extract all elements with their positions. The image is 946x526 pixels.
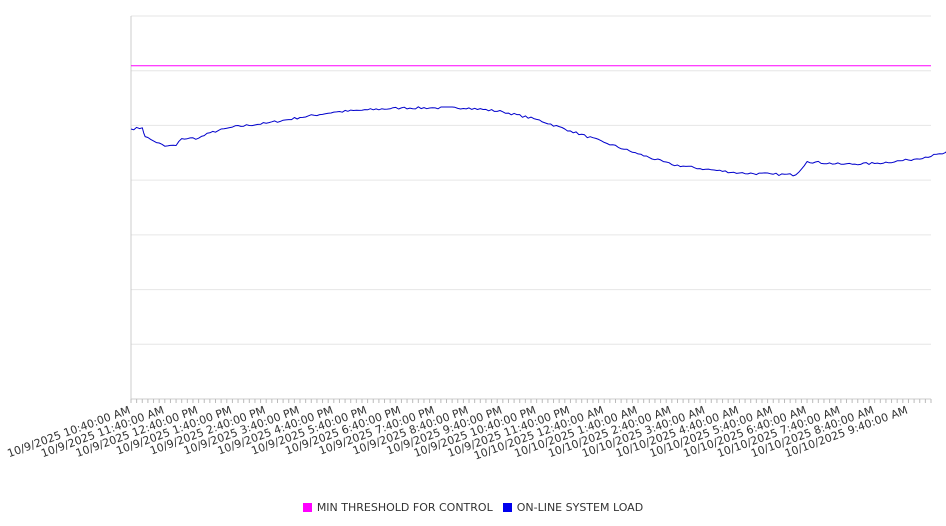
chart-legend: MIN THRESHOLD FOR CONTROL ON-LINE SYSTEM… (0, 498, 946, 516)
legend-item-min-threshold[interactable]: MIN THRESHOLD FOR CONTROL (302, 500, 493, 514)
legend-swatch-system-load (502, 502, 512, 512)
legend-label-min-threshold: MIN THRESHOLD FOR CONTROL (316, 500, 493, 514)
gridlines (131, 15, 931, 400)
legend-swatch-min-threshold (302, 502, 312, 512)
legend-item-system-load[interactable]: ON-LINE SYSTEM LOAD (502, 500, 644, 514)
legend-label-system-load: ON-LINE SYSTEM LOAD (516, 500, 644, 514)
x-axis-ticks (130, 399, 932, 403)
series-system-load-line (130, 106, 946, 177)
